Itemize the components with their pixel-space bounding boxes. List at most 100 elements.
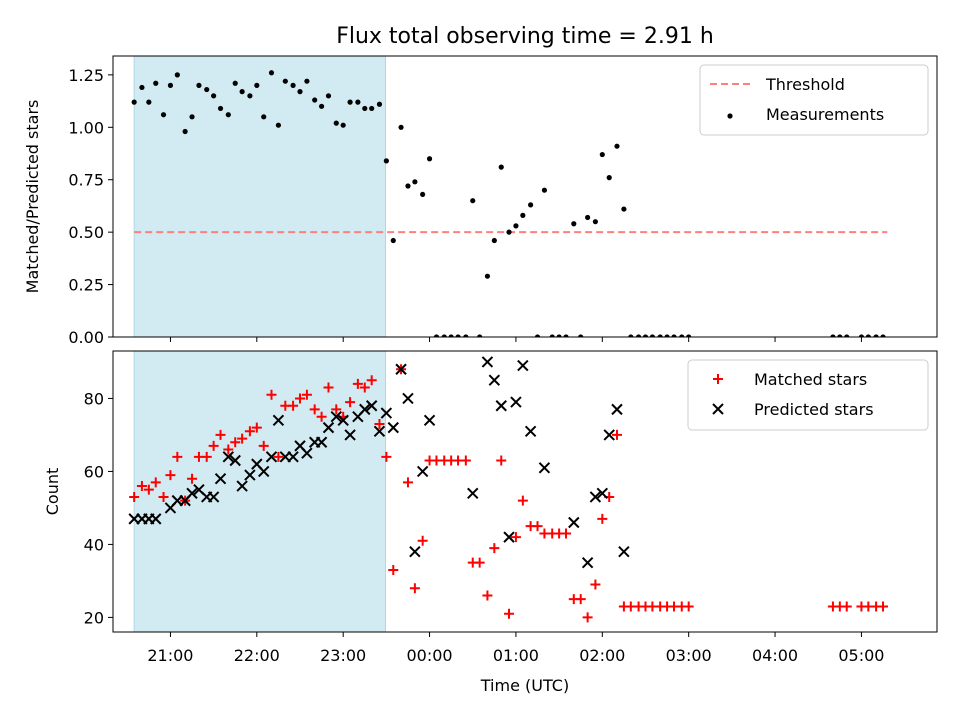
y-tick-label: 1.25 bbox=[68, 66, 104, 85]
measurement-point bbox=[880, 334, 886, 337]
measurement-point bbox=[592, 219, 598, 225]
matched-star-point bbox=[223, 444, 234, 455]
predicted-star-point bbox=[517, 359, 529, 372]
predicted-star-point bbox=[481, 356, 494, 368]
matched-star-point bbox=[201, 451, 212, 462]
predicted-star-point bbox=[409, 546, 421, 558]
predicted-star-point bbox=[467, 487, 479, 500]
matched-star-point bbox=[417, 535, 428, 546]
legend-marker bbox=[727, 113, 733, 119]
measurement-point bbox=[369, 105, 375, 112]
measurement-point bbox=[131, 99, 137, 105]
measurement-point bbox=[196, 82, 202, 88]
y-tick-label: 0.25 bbox=[68, 276, 104, 295]
measurement-point bbox=[282, 78, 288, 84]
predicted-star-point bbox=[387, 421, 399, 434]
measurement-point bbox=[390, 237, 396, 244]
matched-star-point bbox=[323, 382, 334, 393]
plot-area bbox=[128, 356, 889, 623]
measurement-point bbox=[491, 237, 497, 244]
measurement-point bbox=[858, 334, 865, 337]
predicted-star-point bbox=[344, 429, 356, 441]
legend: Matched stars Predicted stars bbox=[687, 359, 929, 431]
legend-marker bbox=[712, 403, 724, 415]
predicted-star-point bbox=[265, 451, 278, 463]
measurement-point bbox=[556, 334, 562, 337]
y-tick-label: 60 bbox=[84, 462, 104, 481]
measurement-point bbox=[420, 191, 426, 198]
matched-star-point bbox=[510, 532, 521, 543]
measurement-point bbox=[671, 334, 677, 337]
axes-frame bbox=[112, 350, 938, 633]
matched-star-point bbox=[590, 579, 601, 590]
measurement-point bbox=[217, 105, 224, 112]
matched-star-point bbox=[460, 455, 471, 466]
predicted-star-point bbox=[229, 454, 241, 467]
measurement-point bbox=[355, 99, 361, 105]
measurement-point bbox=[621, 206, 627, 212]
matched-star-point bbox=[532, 521, 543, 532]
x-tick-label: 01:00 bbox=[493, 646, 539, 665]
measurement-point bbox=[239, 89, 245, 95]
measurement-point bbox=[642, 334, 649, 337]
predicted-star-point bbox=[359, 403, 371, 416]
measurement-point bbox=[340, 122, 346, 128]
measurement-point bbox=[470, 198, 476, 204]
x-tick-label: 00:00 bbox=[407, 646, 453, 665]
legend-label: Threshold bbox=[765, 75, 845, 94]
matched-star-point bbox=[841, 601, 852, 612]
matched-star-point bbox=[158, 491, 169, 502]
measurement-point bbox=[606, 175, 612, 181]
matched-star-point bbox=[575, 594, 586, 605]
measurement-point bbox=[614, 143, 620, 149]
matched-star-point bbox=[237, 433, 248, 444]
legend-marker bbox=[713, 374, 723, 384]
matched-star-point bbox=[230, 437, 241, 448]
measurement-point bbox=[290, 82, 296, 88]
predicted-star-point bbox=[214, 473, 227, 485]
predicted-star-point bbox=[244, 469, 256, 481]
top-panel: 0.00 0.25 0.50 0.75 1.00 1.25 Matched/Predicte… bbox=[23, 55, 938, 347]
predicted-star-point bbox=[611, 403, 623, 416]
series-predicted-stars bbox=[128, 356, 630, 569]
predicted-star-point bbox=[365, 400, 378, 412]
measurement-point bbox=[232, 80, 238, 86]
matched-star-point bbox=[381, 451, 392, 462]
matched-star-point bbox=[244, 426, 255, 437]
measurement-point bbox=[549, 334, 555, 337]
matched-star-point bbox=[215, 429, 226, 440]
x-tick-label: 23:00 bbox=[320, 646, 366, 665]
series-measurements bbox=[131, 70, 886, 337]
matched-star-point bbox=[359, 382, 370, 393]
matched-star-point bbox=[316, 411, 327, 422]
matched-star-point bbox=[597, 513, 608, 524]
matched-star-point bbox=[172, 451, 183, 462]
measurement-point bbox=[578, 334, 584, 337]
measurement-point bbox=[686, 334, 692, 337]
measurement-point bbox=[204, 86, 210, 93]
axes-frame bbox=[112, 55, 938, 338]
predicted-star-point bbox=[337, 414, 349, 427]
matched-star-point bbox=[352, 378, 363, 389]
measurement-point bbox=[657, 334, 663, 337]
predicted-star-point bbox=[524, 425, 537, 437]
x-tick-label: 21:00 bbox=[147, 646, 193, 665]
measurement-point bbox=[513, 223, 519, 229]
measurement-point bbox=[160, 112, 167, 118]
matched-star-point bbox=[258, 440, 269, 451]
measurement-point bbox=[333, 120, 339, 126]
matched-star-point bbox=[561, 528, 572, 539]
predicted-star-point bbox=[315, 436, 328, 448]
predicted-star-point bbox=[330, 410, 342, 423]
matched-star-point bbox=[388, 564, 399, 575]
predicted-star-point bbox=[495, 400, 507, 412]
matched-star-point bbox=[136, 481, 147, 492]
measurement-point bbox=[844, 334, 850, 337]
measurement-point bbox=[830, 334, 836, 337]
measurement-point bbox=[865, 334, 871, 337]
predicted-star-point bbox=[150, 513, 162, 525]
matched-star-point bbox=[273, 451, 284, 462]
y-tick-label: 1.00 bbox=[68, 118, 104, 137]
matched-star-point bbox=[129, 491, 140, 502]
measurement-point bbox=[174, 72, 180, 78]
